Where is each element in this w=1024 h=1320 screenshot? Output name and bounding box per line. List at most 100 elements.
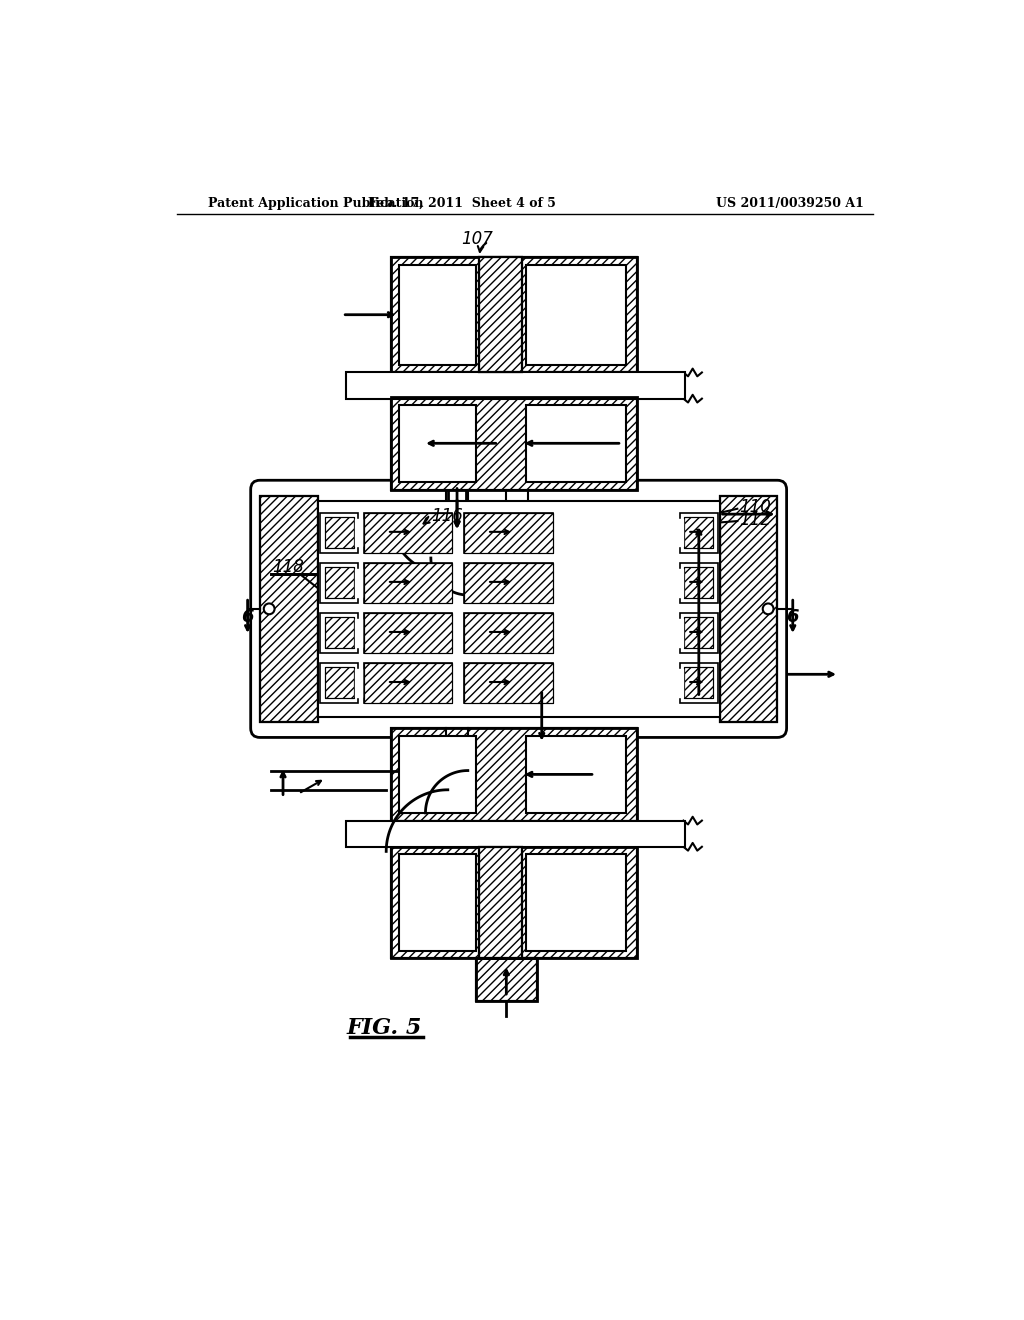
Bar [479, 257, 521, 372]
Circle shape [264, 603, 274, 614]
Bar [720, 496, 777, 722]
Bar [479, 257, 521, 372]
Bar [464, 612, 553, 653]
Bar [364, 612, 453, 653]
Bar [464, 663, 553, 702]
Bar [364, 612, 453, 653]
Bar [319, 512, 358, 553]
Bar [680, 512, 718, 553]
Bar [355, 669, 361, 697]
Bar [464, 663, 553, 702]
Bar [684, 517, 714, 548]
Bar [260, 496, 317, 722]
Bar [391, 847, 637, 958]
Text: Feb. 17, 2011  Sheet 4 of 5: Feb. 17, 2011 Sheet 4 of 5 [368, 197, 556, 210]
Bar [525, 405, 626, 482]
Text: 110: 110 [739, 498, 771, 516]
Bar [325, 568, 354, 598]
Text: 118: 118 [272, 557, 304, 576]
Bar [525, 737, 626, 813]
Bar [346, 372, 685, 399]
Bar [525, 854, 626, 950]
Text: US 2011/0039250 A1: US 2011/0039250 A1 [716, 197, 863, 210]
Bar [525, 264, 626, 364]
Bar [464, 562, 553, 603]
Bar [325, 517, 354, 548]
Bar [475, 958, 538, 1001]
Bar [364, 512, 453, 553]
Bar [398, 737, 475, 813]
Bar [391, 257, 637, 372]
Bar [391, 397, 637, 490]
Bar [364, 512, 453, 553]
Bar [391, 847, 637, 958]
Text: 112: 112 [739, 511, 771, 529]
Circle shape [763, 603, 773, 614]
Bar [684, 618, 714, 648]
Text: Patent Application Publication: Patent Application Publication [208, 197, 423, 210]
Bar [398, 854, 475, 950]
Bar [364, 562, 453, 603]
Bar [680, 612, 718, 653]
Bar [319, 612, 358, 653]
Bar [680, 663, 718, 702]
Bar [464, 512, 553, 553]
Bar [398, 264, 475, 364]
Bar [475, 958, 538, 1001]
Bar [364, 663, 453, 702]
Bar [680, 562, 718, 603]
Bar [364, 512, 453, 553]
Text: 116: 116 [431, 507, 463, 525]
Bar [364, 612, 453, 653]
Bar [464, 562, 553, 603]
Bar [398, 405, 475, 482]
Bar [325, 568, 354, 598]
Bar [364, 562, 453, 603]
Bar [325, 618, 354, 648]
Bar [464, 562, 553, 603]
Bar [684, 568, 714, 598]
Bar [260, 496, 317, 722]
FancyBboxPatch shape [251, 480, 786, 738]
Bar [319, 663, 358, 702]
Bar [391, 729, 637, 821]
Bar [684, 618, 714, 648]
Bar [684, 668, 714, 698]
Bar [720, 496, 777, 722]
Bar [479, 847, 521, 958]
Bar [391, 257, 637, 372]
Bar [325, 668, 354, 698]
Bar [325, 618, 354, 648]
Bar [479, 257, 521, 372]
Bar [684, 568, 714, 598]
Bar [464, 512, 553, 553]
Bar [391, 397, 637, 490]
Bar [325, 517, 354, 548]
Text: 107: 107 [462, 230, 494, 248]
Bar [319, 562, 358, 603]
Bar [677, 619, 683, 647]
Bar [677, 519, 683, 546]
Bar [355, 569, 361, 597]
Bar [684, 517, 714, 548]
Bar [391, 729, 637, 821]
Bar [325, 668, 354, 698]
Bar [355, 519, 361, 546]
Bar [391, 847, 637, 958]
Text: 6: 6 [242, 607, 254, 626]
Bar [464, 612, 553, 653]
Bar [464, 612, 553, 653]
Bar [260, 496, 317, 722]
Bar [317, 502, 720, 717]
Bar [464, 663, 553, 702]
Text: 6: 6 [786, 607, 799, 626]
Bar [479, 847, 521, 958]
Text: FIG. 5: FIG. 5 [347, 1016, 422, 1039]
Bar [364, 562, 453, 603]
Bar [346, 821, 685, 847]
Bar [677, 669, 683, 697]
Bar [720, 496, 777, 722]
Bar [391, 729, 637, 821]
Bar [475, 958, 538, 1001]
Bar [391, 397, 637, 490]
